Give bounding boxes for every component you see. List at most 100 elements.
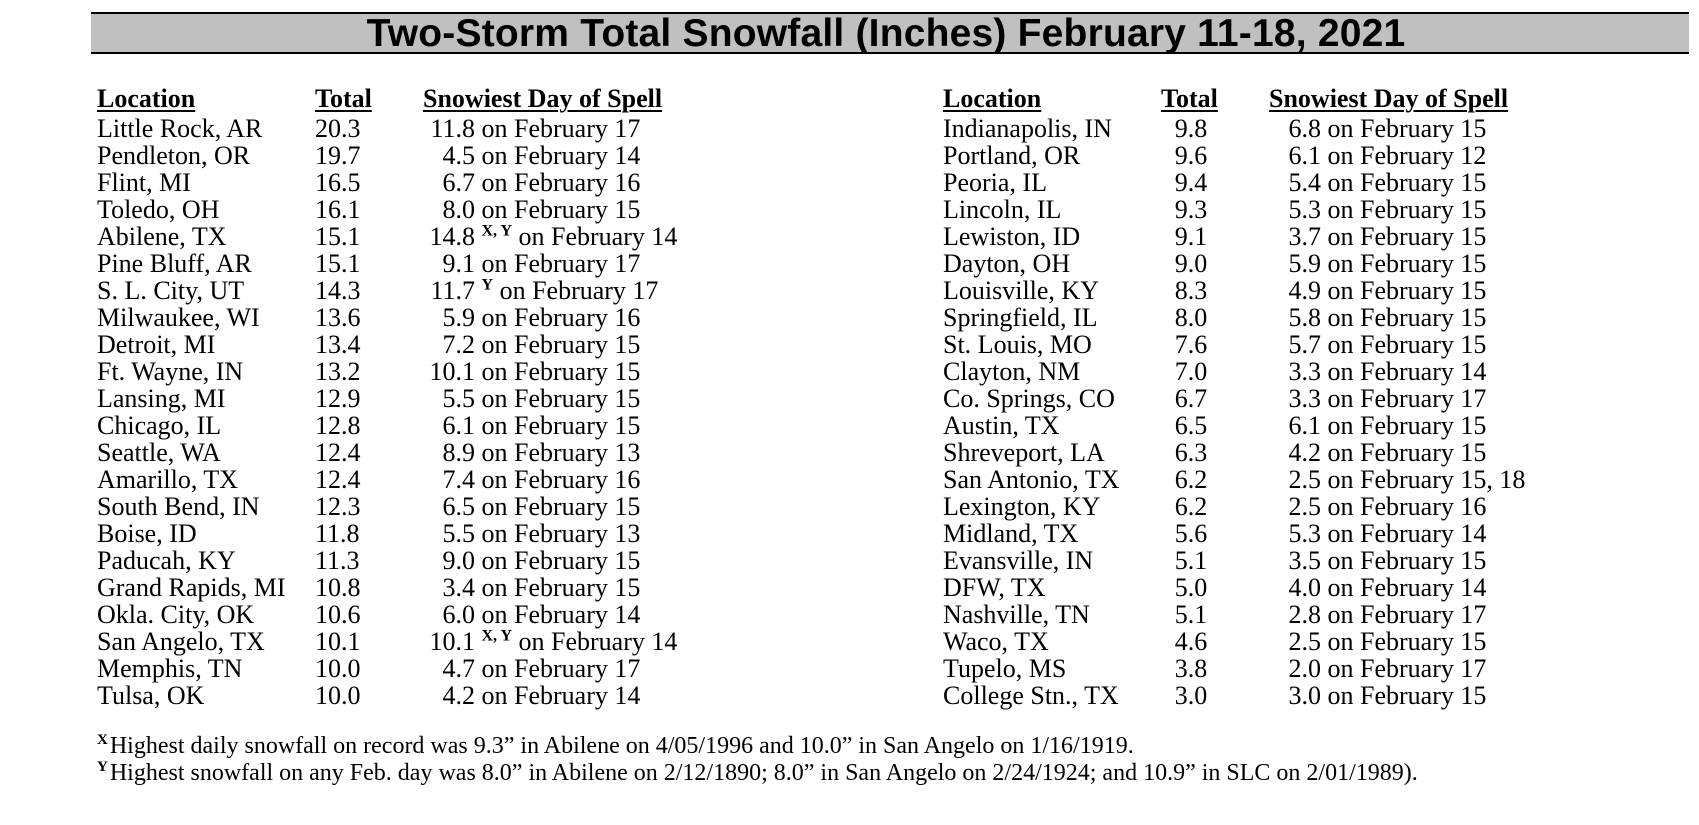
snowiest-amount: 4.2 [1288,438,1322,467]
total-cell: 11.8 [315,519,360,548]
snowiest-amount: 5.5 [442,519,476,548]
snowiest-cell: 7.2 on February 15 [421,330,641,359]
location-cell: Ft. Wayne, IN [97,357,244,386]
snowiest-amount: 2.8 [1288,600,1322,629]
snowiest-amount: 4.0 [1288,573,1322,602]
snowiest-cell: 5.5 on February 13 [421,519,641,548]
snowiest-date: on February 15 [1327,303,1487,332]
snowiest-amount: 5.3 [1288,195,1322,224]
table-row: Pendleton, OR 19.7 4.5 on February 14 [97,142,717,169]
table-row: Lewiston, ID 9.1 3.7 on February 15 [943,223,1563,250]
table-row: Milwaukee, WI 13.6 5.9 on February 16 [97,304,717,331]
snowiest-cell: 11.8 on February 17 [421,115,640,142]
total-cell: 5.6 [1174,519,1208,548]
location-cell: Little Rock, AR [97,114,263,143]
footnote: XHighest daily snowfall on record was 9.… [97,733,1418,760]
snowiest-date: on February 14 [1327,357,1487,386]
location-cell: Springfield, IL [943,303,1098,332]
snowiest-amount: 10.1 [429,627,476,656]
snowiest-amount: 7.2 [442,330,476,359]
table-row: Pine Bluff, AR 15.1 9.1 on February 17 [97,250,717,277]
location-cell: DFW, TX [943,573,1046,602]
location-cell: Lincoln, IL [943,195,1062,224]
snowiest-cell: 8.0 on February 15 [421,195,641,224]
location-cell: Lansing, MI [97,384,226,413]
location-cell: College Stn., TX [943,681,1119,710]
location-cell: Abilene, TX [97,222,227,251]
snowiest-cell: 5.7 on February 15 [1267,331,1487,358]
footnote-marker: Y [481,276,494,294]
total-cell: 12.4 [315,438,361,467]
snowiest-cell: 5.4 on February 15 [1267,169,1487,196]
table-row: S. L. City, UT 14.3 11.7 Y on February 17 [97,277,717,304]
right-snowfall-table: Location Total Snowiest Day of Spell Indian… [943,82,1563,709]
snowiest-cell: 6.0 on February 14 [421,600,641,629]
total-cell: 6.5 [1174,411,1208,440]
location-cell: S. L. City, UT [97,276,245,305]
total-cell: 13.4 [315,330,361,359]
location-cell: Okla. City, OK [97,600,255,629]
snowiest-date: on February 14 [481,681,641,710]
table-row: Amarillo, TX 12.4 7.4 on February 16 [97,466,717,493]
location-cell: Toledo, OH [97,195,220,224]
table-row: Okla. City, OK 10.6 6.0 on February 14 [97,601,717,628]
snowiest-date: on February 17 [1327,600,1487,629]
location-cell: Shreveport, LA [943,438,1105,467]
snowiest-cell: 4.9 on February 15 [1267,276,1487,305]
location-cell: Grand Rapids, MI [97,573,286,602]
total-cell: 7.0 [1174,357,1208,386]
table-row: Shreveport, LA 6.3 4.2 on February 15 [943,439,1563,466]
table-row: Boise, ID 11.8 5.5 on February 13 [97,520,717,547]
total-cell: 10.6 [315,600,361,629]
snowiest-cell: 5.3 on February 15 [1267,195,1487,224]
snowiest-date: on February 14 [518,627,678,656]
table-row: South Bend, IN 12.3 6.5 on February 15 [97,493,717,520]
table-row: Peoria, IL 9.4 5.4 on February 15 [943,169,1563,196]
location-header-cell: Location [97,82,195,115]
snowiest-date: on February 13 [481,438,641,467]
total-cell: 9.4 [1174,168,1208,197]
snowiest-date: on February 14 [481,600,641,629]
snowiest-cell: 5.9 on February 16 [421,304,641,331]
location-cell: Midland, TX [943,519,1079,548]
total-cell: 6.3 [1174,438,1208,467]
location-cell: Boise, ID [97,519,197,548]
table-row: Flint, MI 16.5 6.7 on February 16 [97,169,717,196]
table-row: Little Rock, AR 20.3 11.8 on February 17 [97,115,717,142]
table-row: San Angelo, TX 10.1 10.1 X, Y on February … [97,628,717,655]
snowiest-cell: 7.4 on February 16 [421,466,641,493]
snowiest-cell: 3.3 on February 14 [1267,357,1487,386]
snowiest-date: on February 12 [1327,141,1487,170]
table-header-row: Location Total Snowiest Day of Spell [943,82,1563,115]
snowiest-date: on February 15 [481,492,641,521]
total-cell: 12.8 [315,411,361,440]
snowiest-date: on February 14 [481,141,641,170]
location-cell: St. Louis, MO [943,330,1092,359]
location-cell: Paducah, KY [97,546,236,575]
total-cell: 4.6 [1174,627,1208,656]
table-row: Nashville, TN 5.1 2.8 on February 17 [943,601,1563,628]
snowiest-date: on February 15 [481,195,641,224]
table-row: Springfield, IL 8.0 5.8 on February 15 [943,304,1563,331]
table-header-row: Location Total Snowiest Day of Spell [97,82,717,115]
table-row: Ft. Wayne, IN 13.2 10.1 on February 15 [97,358,717,385]
snowiest-amount: 14.8 [429,222,476,251]
footnote-text: Highest daily snowfall on record was 9.3… [109,733,1134,759]
footnote-text: Highest snowfall on any Feb. day was 8.0… [109,760,1418,786]
location-cell: Tulsa, OK [97,681,205,710]
snowiest-cell: 6.1 on February 15 [1267,412,1487,439]
snowiest-date: on February 15 [1327,276,1487,305]
snowiest-amount: 10.1 [429,357,476,386]
snowiest-cell: 6.8 on February 15 [1267,115,1487,142]
total-cell: 9.6 [1174,141,1208,170]
snowiest-date: on February 15 [1327,249,1487,278]
snowiest-amount: 4.5 [442,141,476,170]
snowiest-cell: 10.1 X, Y on February 14 [421,627,678,656]
snowiest-date: on February 17 [1327,384,1487,413]
footnote-mark: Y [97,759,108,775]
location-cell: Memphis, TN [97,654,243,683]
table-row: Waco, TX 4.6 2.5 on February 15 [943,628,1563,655]
total-cell: 3.0 [1174,681,1208,710]
snowiest-date: on February 14 [1327,519,1487,548]
snowiest-amount: 9.0 [442,546,476,575]
